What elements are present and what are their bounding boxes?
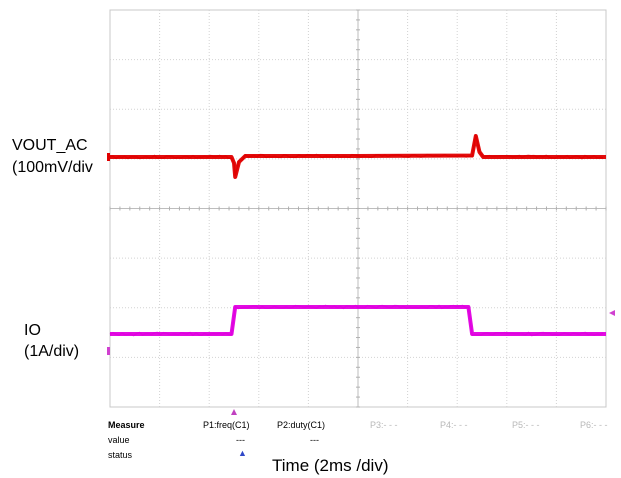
measure-p1-value: --- — [236, 435, 245, 445]
measure-header: Measure — [108, 420, 145, 430]
measure-row-value: value — [108, 435, 130, 445]
vout-channel-label: VOUT_AC — [12, 137, 88, 154]
trace-noise — [109, 134, 604, 177]
measure-row-status: status — [108, 450, 133, 460]
io-scale-label: (1A/div) — [24, 343, 80, 360]
measure-p4-label: P4:- - - — [440, 420, 468, 430]
trigger-position-icon — [231, 409, 237, 415]
vout-scale-label: (100mV/div — [12, 159, 93, 176]
trigger-level-icon — [609, 310, 615, 316]
measure-p6-label: P6:- - - — [580, 420, 608, 430]
measure-p2-value: --- — [310, 435, 319, 445]
x-axis-label: Time (2ms /div) — [272, 456, 389, 475]
traces — [109, 134, 606, 337]
measure-p3-label: P3:- - - — [370, 420, 398, 430]
measure-p5-label: P5:- - - — [512, 420, 540, 430]
io-channel-label: IO — [24, 322, 41, 339]
graticule — [109, 9, 607, 408]
measure-p2-label: P2:duty(C1) — [277, 420, 326, 430]
trace-noise — [109, 304, 604, 337]
ch3-ground-marker — [107, 153, 110, 161]
measure-p1-status-icon: ▲ — [238, 448, 247, 458]
ch4-ground-marker — [107, 347, 110, 355]
markers — [107, 153, 615, 415]
measure-p1-label: P1:freq(C1) — [203, 420, 250, 430]
